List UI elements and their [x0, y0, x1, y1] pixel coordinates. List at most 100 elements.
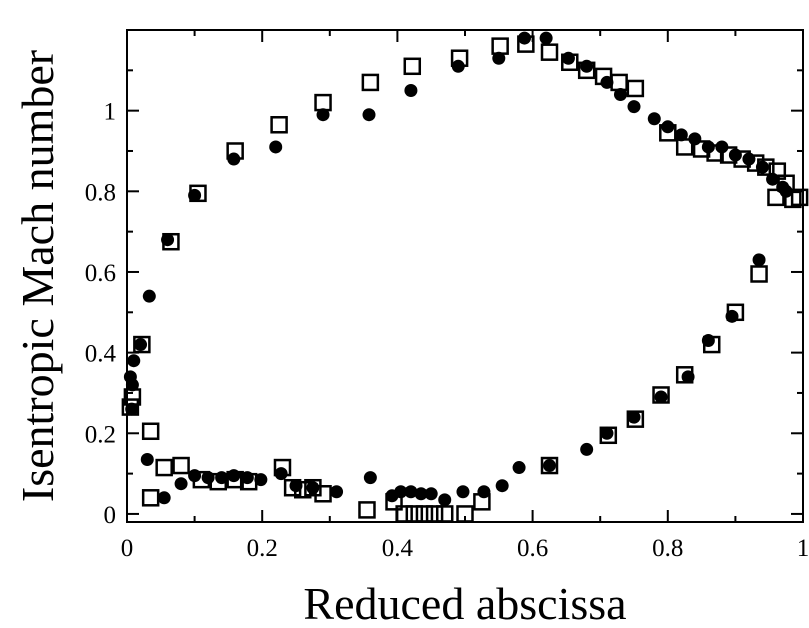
axis-tick-labels: 0 0.2 0.4 0.6 0.8 1 0 0.2 0.4 0.6 0.8 1 — [85, 99, 809, 562]
x-tick-label: 1 — [797, 535, 809, 562]
data-point-square — [577, 61, 596, 80]
data-point-circle — [142, 289, 156, 303]
data-point-circle — [140, 452, 154, 466]
data-point-square — [226, 142, 244, 160]
axis-ticks — [126, 30, 804, 522]
data-point-circle — [362, 108, 376, 122]
data-point-circle — [424, 487, 438, 501]
data-point-circle — [512, 461, 526, 475]
data-point-circle — [627, 410, 641, 424]
data-point-square — [283, 478, 302, 497]
x-tick-label: 0.4 — [382, 535, 414, 562]
data-point-square — [719, 146, 738, 164]
y-tick-label: 0.8 — [85, 179, 116, 206]
data-point-square — [209, 472, 228, 491]
data-point-circle — [654, 390, 668, 404]
data-point-circle — [438, 493, 452, 507]
data-point-circle — [495, 479, 509, 493]
plot-frame — [126, 29, 804, 523]
x-tick-label: 0.6 — [517, 535, 548, 562]
data-point-square — [746, 154, 765, 172]
data-point-square — [450, 49, 469, 67]
data-point-square — [361, 73, 380, 92]
x-tick-label: 0.2 — [247, 535, 278, 562]
data-point-circle — [613, 88, 627, 102]
data-point-square — [314, 485, 332, 503]
data-point-circle — [492, 51, 506, 65]
y-tick-label: 0.6 — [85, 260, 116, 287]
data-point-circle — [134, 338, 148, 352]
data-point-square — [790, 188, 809, 207]
data-point-circle — [580, 442, 594, 456]
data-point-square — [726, 303, 745, 322]
y-axis-title: Isentropic Mach number — [12, 50, 63, 502]
y-tick-label: 1 — [104, 99, 117, 126]
data-point-circle — [363, 471, 377, 485]
data-point-circle — [385, 489, 399, 503]
data-point-square — [659, 124, 677, 142]
data-point-square — [675, 366, 694, 384]
data-point-square — [314, 93, 332, 112]
data-point-square — [473, 493, 491, 511]
data-point-circle — [157, 491, 171, 505]
data-point-circle — [269, 140, 283, 154]
data-point-square — [239, 472, 258, 491]
data-point-square — [358, 501, 376, 519]
data-point-circle — [125, 378, 139, 392]
data-point-square — [692, 140, 711, 158]
data-point-square — [491, 37, 509, 55]
data-point-square — [675, 138, 694, 156]
data-point-square — [192, 470, 211, 489]
data-point-square — [768, 162, 787, 180]
data-point-square — [599, 426, 618, 445]
data-marks — [121, 31, 809, 523]
data-point-square — [767, 188, 785, 207]
data-point-circle — [600, 426, 614, 440]
data-point-circle — [316, 108, 330, 122]
data-point-square — [121, 398, 140, 416]
data-point-square — [626, 79, 645, 98]
data-point-square — [294, 480, 312, 499]
data-point-circle — [627, 100, 641, 114]
data-point-square — [561, 53, 579, 72]
data-point-square — [141, 422, 160, 441]
y-tick-label: 0 — [104, 502, 117, 529]
data-point-square — [540, 456, 559, 475]
data-point-circle — [517, 31, 531, 45]
data-point-square — [273, 458, 292, 477]
data-point-circle — [254, 473, 268, 487]
data-point-circle — [404, 83, 418, 97]
data-point-circle — [752, 253, 766, 267]
data-point-square — [304, 478, 322, 497]
data-point-square — [610, 73, 628, 92]
data-point-circle — [174, 477, 188, 491]
data-point-square — [626, 410, 645, 428]
data-point-circle — [661, 120, 675, 134]
data-point-square — [517, 35, 535, 53]
data-point-circle — [539, 31, 553, 45]
data-point-circle — [274, 467, 288, 481]
data-point-circle — [127, 354, 141, 368]
data-point-square — [652, 386, 670, 404]
data-point-square — [415, 505, 434, 523]
data-point-square — [456, 505, 474, 523]
data-point-circle — [414, 487, 428, 501]
data-point-square — [162, 232, 180, 251]
x-axis-title: Reduced abscissa — [303, 578, 626, 628]
y-tick-label: 0.4 — [85, 341, 117, 368]
data-point-square — [750, 265, 768, 283]
data-point-circle — [456, 485, 470, 499]
x-tick-label: 0 — [121, 535, 134, 562]
data-point-square — [540, 43, 559, 61]
data-point-square — [702, 335, 721, 354]
y-tick-label: 0.2 — [85, 421, 116, 448]
data-point-square — [133, 335, 151, 354]
x-tick-label: 0.8 — [652, 535, 683, 562]
data-point-square — [270, 116, 288, 134]
data-point-square — [172, 456, 190, 475]
data-point-circle — [330, 485, 344, 499]
data-point-square — [123, 388, 142, 406]
data-point-square — [757, 158, 775, 176]
data-point-square — [425, 505, 444, 523]
